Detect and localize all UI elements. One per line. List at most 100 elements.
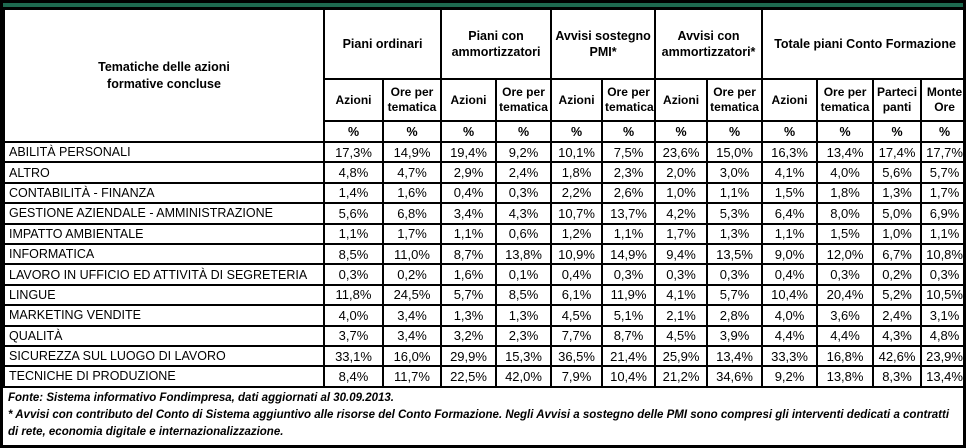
- value-cell: 1,3%: [440, 304, 498, 327]
- value-cell: 3,4%: [381, 324, 443, 347]
- subcolumn-header-cell: Azioni: [323, 78, 384, 122]
- subcolumn-header-cell: Ore per tematica: [706, 78, 764, 122]
- value-cell: 12,0%: [816, 242, 875, 266]
- table-body: ABILITÀ PERSONALI 17,3% 14,9% 19,4% 9,2% 10,1…: [3, 140, 963, 388]
- value-cell: 0,1%: [495, 263, 553, 286]
- subcolumn-header-cell: Ore per tematica: [816, 78, 875, 122]
- value-cell: 3,4%: [381, 304, 443, 327]
- value-cell: 4,8%: [323, 161, 384, 184]
- unit-cell: %: [816, 120, 875, 143]
- row-label: LINGUE: [3, 283, 325, 307]
- value-cell: 13,4%: [920, 365, 963, 388]
- value-cell: 15,3%: [495, 344, 553, 368]
- value-cell: 2,9%: [440, 161, 498, 184]
- row-label: SICUREZZA SUL LUOGO DI LAVORO: [3, 344, 325, 368]
- row-label: GESTIONE AZIENDALE - AMMINISTRAZIONE: [3, 202, 325, 225]
- value-cell: 22,5%: [440, 365, 498, 388]
- value-cell: 11,0%: [381, 242, 443, 266]
- value-cell: 1,7%: [654, 222, 709, 245]
- value-cell: 4,5%: [654, 324, 709, 347]
- value-cell: 1,1%: [920, 222, 963, 245]
- value-cell: 9,2%: [761, 365, 819, 388]
- row-label: ALTRO: [3, 161, 325, 184]
- value-cell: 4,1%: [761, 161, 819, 184]
- value-cell: 16,0%: [381, 344, 443, 368]
- accent-stripe: [3, 3, 963, 8]
- value-cell: 0,3%: [601, 263, 657, 286]
- value-cell: 4,0%: [323, 304, 384, 327]
- value-cell: 4,2%: [654, 202, 709, 225]
- value-cell: 1,7%: [920, 181, 963, 205]
- subcolumn-header-cell: Monte Ore: [920, 78, 963, 122]
- value-cell: 2,6%: [601, 181, 657, 205]
- table-row: ALTRO 4,8% 4,7% 2,9% 2,4% 1,8% 2,3% 2,0% 3,0% 4,1…: [3, 161, 963, 184]
- value-cell: 16,3%: [761, 140, 819, 164]
- value-cell: 13,4%: [816, 140, 875, 164]
- value-cell: 11,7%: [381, 365, 443, 388]
- value-cell: 10,9%: [550, 242, 604, 266]
- value-cell: 2,4%: [872, 304, 923, 327]
- unit-cell: %: [872, 120, 923, 143]
- value-cell: 2,8%: [706, 304, 764, 327]
- tematiche-table: Tematiche delle azioni formative concluse…: [3, 8, 963, 388]
- value-cell: 5,7%: [920, 161, 963, 184]
- unit-cell: %: [323, 120, 384, 143]
- table-row: ABILITÀ PERSONALI 17,3% 14,9% 19,4% 9,2% 10,1…: [3, 140, 963, 164]
- value-cell: 1,6%: [440, 263, 498, 286]
- value-cell: 23,6%: [654, 140, 709, 164]
- value-cell: 10,4%: [601, 365, 657, 388]
- value-cell: 1,1%: [440, 222, 498, 245]
- value-cell: 33,1%: [323, 344, 384, 368]
- value-cell: 2,3%: [601, 161, 657, 184]
- value-cell: 6,9%: [920, 202, 963, 225]
- value-cell: 0,4%: [440, 181, 498, 205]
- value-cell: 6,7%: [872, 242, 923, 266]
- value-cell: 13,7%: [601, 202, 657, 225]
- unit-row: %%%%%%%%%%%%: [4, 120, 963, 143]
- value-cell: 10,4%: [761, 283, 819, 307]
- value-cell: 0,3%: [323, 263, 384, 286]
- value-cell: 5,2%: [872, 283, 923, 307]
- row-label: QUALITÀ: [3, 324, 325, 347]
- row-label: LAVORO IN UFFICIO ED ATTIVITÀ DI SEGRETE…: [3, 263, 325, 286]
- value-cell: 1,2%: [550, 222, 604, 245]
- value-cell: 3,0%: [706, 161, 764, 184]
- value-cell: 14,9%: [601, 242, 657, 266]
- value-cell: 3,4%: [440, 202, 498, 225]
- value-cell: 13,4%: [706, 344, 764, 368]
- value-cell: 1,1%: [761, 222, 819, 245]
- table-header: Tematiche delle azioni formative concluse…: [3, 8, 963, 143]
- subcolumn-header-cell: Ore per tematica: [601, 78, 657, 122]
- value-cell: 1,8%: [550, 161, 604, 184]
- table-title-line: formative concluse: [107, 76, 221, 91]
- value-cell: 0,3%: [816, 263, 875, 286]
- table-row: QUALITÀ 3,7% 3,4% 3,2% 2,3% 7,7% 8,7% 4,5% 3,9% 4…: [3, 324, 963, 347]
- value-cell: 8,3%: [872, 365, 923, 388]
- value-cell: 29,9%: [440, 344, 498, 368]
- value-cell: 9,2%: [495, 140, 553, 164]
- value-cell: 0,6%: [495, 222, 553, 245]
- value-cell: 4,8%: [920, 324, 963, 347]
- value-cell: 10,5%: [920, 283, 963, 307]
- value-cell: 10,1%: [550, 140, 604, 164]
- value-cell: 1,5%: [761, 181, 819, 205]
- value-cell: 8,5%: [323, 242, 384, 266]
- value-cell: 14,9%: [381, 140, 443, 164]
- table-row: GESTIONE AZIENDALE - AMMINISTRAZIONE 5,6%…: [3, 202, 963, 225]
- table-title: Tematiche delle azioni formative concluse: [3, 8, 325, 143]
- value-cell: 13,8%: [816, 365, 875, 388]
- value-cell: 42,0%: [495, 365, 553, 388]
- value-cell: 1,0%: [872, 222, 923, 245]
- value-cell: 20,4%: [816, 283, 875, 307]
- value-cell: 17,3%: [323, 140, 384, 164]
- value-cell: 1,1%: [323, 222, 384, 245]
- value-cell: 42,6%: [872, 344, 923, 368]
- value-cell: 25,9%: [654, 344, 709, 368]
- value-cell: 2,0%: [654, 161, 709, 184]
- value-cell: 8,4%: [323, 365, 384, 388]
- unit-cell: %: [381, 120, 443, 143]
- value-cell: 8,7%: [440, 242, 498, 266]
- value-cell: 0,4%: [761, 263, 819, 286]
- table-title-line: Tematiche delle azioni: [98, 60, 230, 75]
